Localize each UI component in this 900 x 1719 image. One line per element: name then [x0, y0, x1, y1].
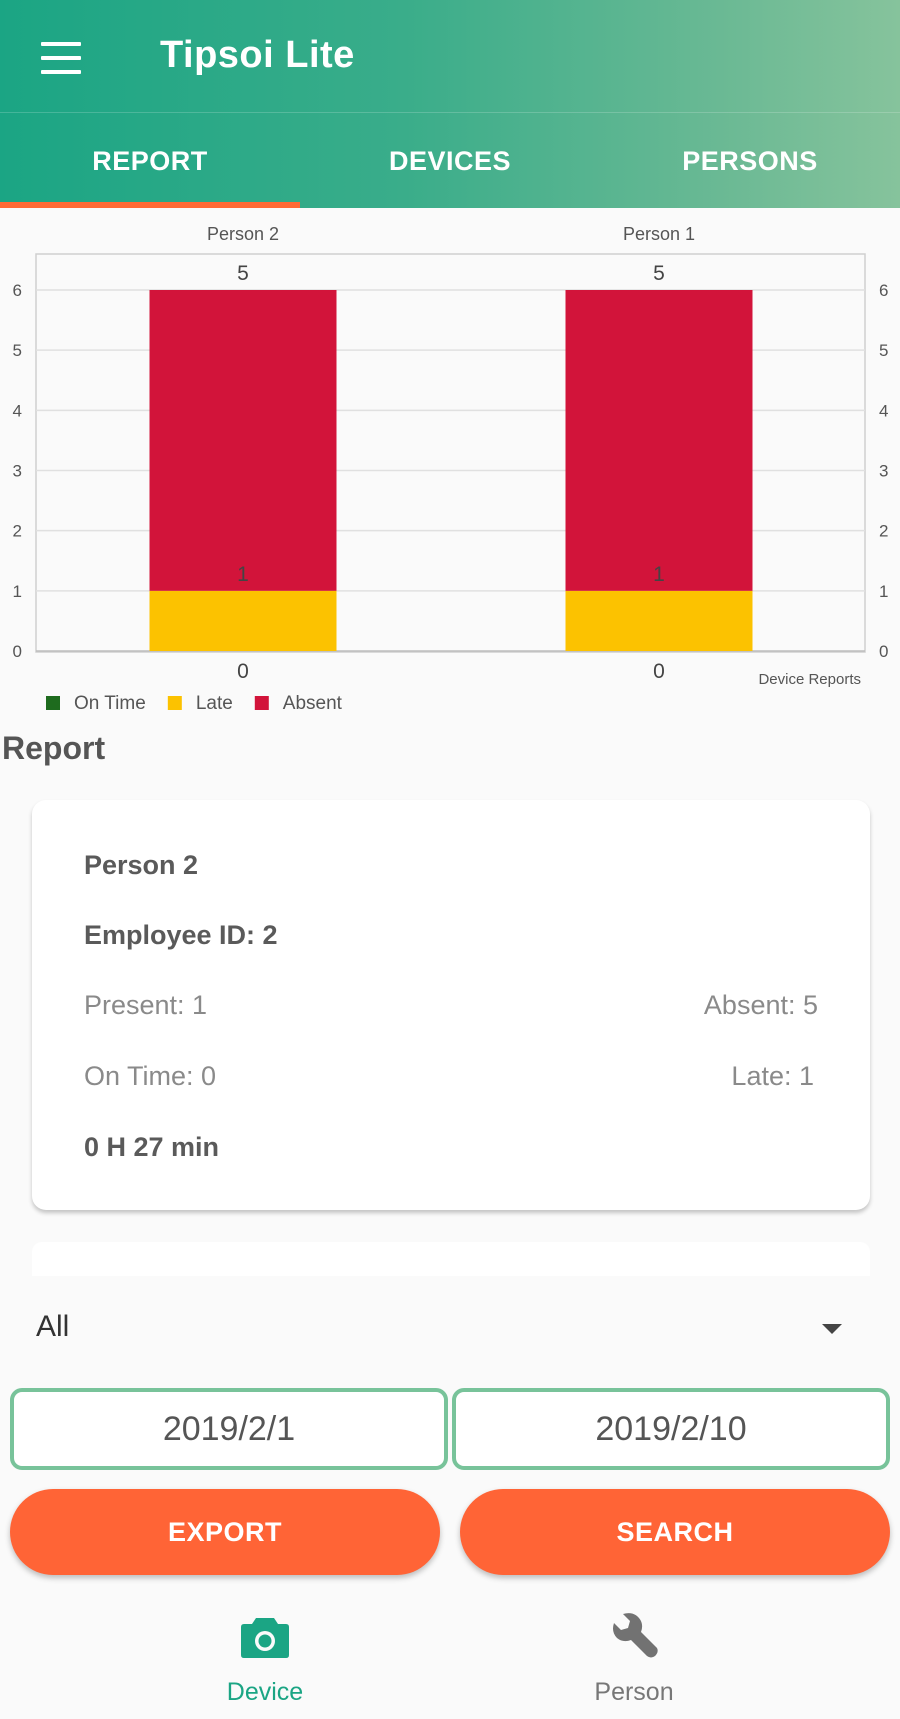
legend-swatch: [167, 696, 182, 710]
y-tick-right: 0: [879, 642, 888, 661]
camera-icon: [241, 1618, 289, 1658]
start-date-field[interactable]: 2019/2/1: [10, 1388, 448, 1470]
person-name: Person 2: [84, 850, 199, 880]
legend-label: Late: [196, 693, 233, 714]
bar-late: [565, 590, 753, 651]
legend-swatch: [46, 696, 60, 710]
legend-label: On Time: [74, 693, 146, 714]
y-tick-right: 5: [879, 341, 888, 360]
chart-description: Device Reports: [758, 671, 861, 688]
dropdown-caret-icon: [822, 1324, 842, 1334]
nav-person[interactable]: Person: [409, 1590, 859, 1719]
bottom-navigation: Device Person: [0, 1590, 900, 1719]
y-tick-left: 3: [13, 462, 22, 481]
bar-late: [149, 590, 337, 651]
app-title: Tipsoi Lite: [160, 34, 355, 76]
y-tick-left: 0: [13, 642, 22, 661]
y-tick-left: 1: [13, 582, 22, 601]
y-tick-left: 5: [13, 341, 22, 360]
bar-absent: [149, 290, 337, 591]
report-card: Person 2 Employee ID: 2 Present: 1 Absen…: [32, 800, 870, 1210]
export-button[interactable]: EXPORT: [10, 1489, 440, 1575]
data-label-late: 1: [653, 563, 665, 586]
search-button[interactable]: SEARCH: [460, 1489, 890, 1575]
y-tick-right: 4: [879, 401, 888, 420]
present-count: Present: 1: [84, 990, 208, 1020]
wrench-icon: [613, 1613, 658, 1658]
y-tick-right: 1: [879, 582, 888, 601]
y-tick-right: 3: [879, 462, 888, 481]
data-label-absent: 5: [653, 262, 665, 285]
data-label-absent: 5: [237, 262, 249, 285]
work-duration: 0 H 27 min: [84, 1132, 220, 1162]
category-label: Person 2: [207, 224, 279, 244]
end-date-field[interactable]: 2019/2/10: [452, 1388, 890, 1470]
employee-id: Employee ID: 2: [84, 920, 278, 950]
filter-dropdown[interactable]: All: [0, 1296, 900, 1362]
tab-bar: REPORT DEVICES PERSONS: [0, 112, 900, 208]
report-section-title: Report: [2, 730, 106, 766]
category-label: Person 1: [623, 224, 695, 244]
nav-person-label: Person: [594, 1678, 674, 1706]
y-tick-left: 4: [13, 401, 22, 420]
tab-devices[interactable]: DEVICES: [388, 145, 512, 176]
nav-device[interactable]: Device: [40, 1590, 490, 1719]
absent-count: Absent: 5: [703, 990, 818, 1020]
tab-persons[interactable]: PERSONS: [682, 145, 818, 176]
plot-frame: [35, 253, 866, 653]
data-label-late: 1: [237, 563, 249, 586]
legend-label: Absent: [283, 693, 343, 714]
y-tick-left: 6: [13, 281, 22, 300]
data-label-on-time: 0: [653, 660, 665, 683]
tab-report[interactable]: REPORT: [92, 145, 208, 176]
y-tick-left: 2: [13, 522, 22, 541]
filter-selected-value: All: [36, 1310, 70, 1343]
y-tick-right: 2: [879, 522, 888, 541]
nav-device-label: Device: [226, 1678, 304, 1706]
bar-absent: [565, 290, 753, 591]
on-time-count: On Time: 0: [84, 1061, 217, 1091]
app-bar: Tipsoi Lite: [0, 0, 900, 112]
report-card-next: [32, 1242, 870, 1276]
menu-icon[interactable]: [38, 40, 84, 76]
y-tick-right: 6: [879, 281, 888, 300]
legend-swatch: [254, 696, 269, 710]
data-label-on-time: 0: [237, 660, 249, 683]
late-count: Late: 1: [731, 1061, 814, 1091]
active-tab-indicator: [0, 202, 300, 208]
